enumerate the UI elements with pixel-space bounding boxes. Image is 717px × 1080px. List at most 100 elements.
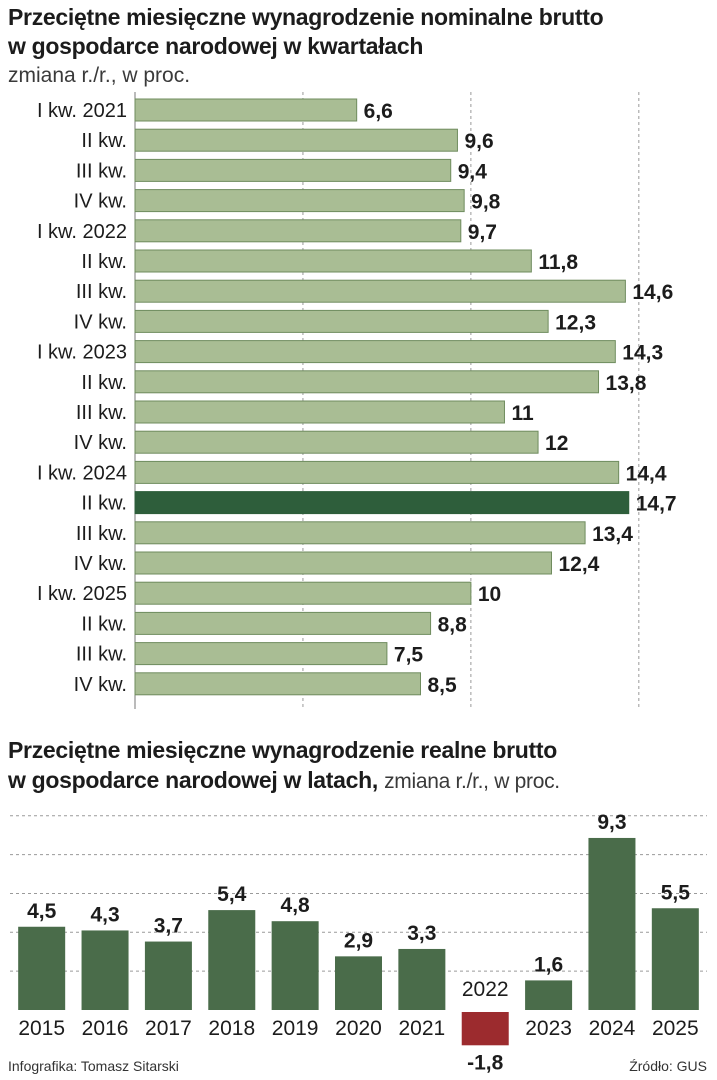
top-value-label: 12 [545,432,568,455]
top-bar [134,521,586,545]
top-bar [134,460,620,484]
top-bar [134,189,465,213]
top-bar [134,581,472,605]
bottom-bar [461,1012,509,1046]
bottom-chart-title-line1: Przeciętne miesięczne wynagrodzenie real… [8,737,557,763]
top-value-label: 13,4 [592,523,633,546]
bottom-value-label: 4,5 [27,900,57,923]
bottom-value-label: 3,7 [154,915,183,938]
bottom-bar [81,930,129,1010]
top-value-label: 7,5 [394,644,424,667]
top-category-label: III kw. [76,402,127,424]
bottom-year-label: 2019 [272,1017,319,1040]
top-category-label: IV kw. [74,553,127,575]
bottom-value-label: 5,5 [661,881,691,904]
bottom-chart-title-line2-wrap: w gospodarce narodowej w latach, zmiana … [8,766,560,796]
bottom-year-label: 2016 [82,1017,129,1040]
top-bar [134,551,552,575]
bottom-year-label: 2021 [399,1017,446,1040]
bottom-chart-subtitle: zmiana r./r., w proc. [384,770,560,793]
bottom-bar [335,956,382,1010]
top-bar [134,400,505,424]
bottom-value-label: 4,3 [90,903,119,926]
top-bar [134,249,532,273]
top-category-label: I kw. 2023 [37,342,127,364]
top-category-label: I kw. 2024 [37,462,127,484]
top-category-label: I kw. 2025 [37,583,127,605]
bottom-year-label: 2025 [652,1017,699,1040]
top-category-label: I kw. 2022 [37,221,127,243]
bottom-year-label: 2017 [145,1017,192,1040]
top-bar [134,309,549,333]
top-value-label: 12,4 [558,553,599,576]
bottom-bar [398,948,446,1010]
top-category-label: IV kw. [74,432,127,454]
top-category-label: IV kw. [74,191,127,213]
bottom-value-label: 1,6 [534,953,563,976]
bottom-value-label: 5,4 [217,883,247,906]
top-value-label: 14,6 [632,281,673,304]
top-value-label: 9,8 [471,191,501,214]
bottom-year-label: 2022 [462,978,509,1001]
top-bar [134,340,616,364]
top-category-label: II kw. [81,613,127,635]
bottom-year-label: 2020 [335,1017,382,1040]
bottom-bar [208,910,256,1010]
top-value-label: 9,7 [468,221,497,244]
top-category-label: II kw. [81,251,127,273]
bottom-value-label: -1,8 [467,1051,504,1074]
top-value-label: 9,6 [464,130,493,153]
top-value-label: 13,8 [606,372,647,395]
top-value-label: 8,8 [438,613,468,636]
top-bar [134,158,452,182]
top-category-label: IV kw. [74,674,127,696]
top-bar [134,219,462,243]
top-bar [134,672,421,696]
bottom-chart-title-line2: w gospodarce narodowej w latach, [8,767,378,793]
bottom-bar [588,837,636,1010]
top-bar [134,430,539,454]
top-value-label: 8,5 [428,674,458,697]
footer-credit: Infografika: Tomasz Sitarski [8,1058,179,1074]
top-bar [134,128,458,152]
top-category-label: I kw. 2021 [37,100,127,122]
top-bar [134,279,626,303]
top-bar [134,370,600,394]
top-category-label: II kw. [81,493,127,515]
top-category-label: IV kw. [74,311,127,333]
bottom-bar [144,941,192,1010]
bottom-bar [651,908,699,1010]
top-bar [134,642,388,666]
top-chart-subtitle: zmiana r./r., w proc. [8,64,191,87]
top-value-label: 14,7 [636,493,677,516]
bottom-value-label: 4,8 [281,894,311,917]
top-value-label: 11 [511,402,534,425]
top-bar [134,98,358,122]
top-bar [134,491,630,515]
footer-source: Źródło: GUS [629,1058,707,1074]
bottom-bar [18,926,66,1010]
top-value-label: 9,4 [458,160,488,183]
top-category-label: II kw. [81,130,127,152]
top-category-label: III kw. [76,523,127,545]
bottom-value-label: 9,3 [597,811,626,834]
bottom-year-label: 2015 [18,1017,65,1040]
top-value-label: 11,8 [538,251,578,274]
top-value-label: 6,6 [364,100,393,123]
top-value-label: 14,4 [626,462,667,485]
top-chart-title-line1: Przeciętne miesięczne wynagrodzenie nomi… [8,4,604,30]
top-value-label: 10 [478,583,501,606]
bottom-year-label: 2018 [208,1017,255,1040]
top-chart: I kw. 2021 6,6 II kw. 9,6 III kw. 9,4 IV kw. 9,… [37,92,677,709]
bottom-year-label: 2023 [525,1017,572,1040]
top-value-label: 12,3 [555,311,596,334]
top-category-label: III kw. [76,281,127,303]
bottom-bar [525,980,573,1010]
bottom-value-label: 3,3 [407,922,436,945]
bottom-year-label: 2024 [589,1017,636,1040]
top-value-label: 14,3 [622,342,663,365]
bottom-bar [271,921,319,1010]
top-chart-title-line2: w gospodarce narodowej w kwartałach [8,33,424,59]
top-category-label: II kw. [81,372,127,394]
